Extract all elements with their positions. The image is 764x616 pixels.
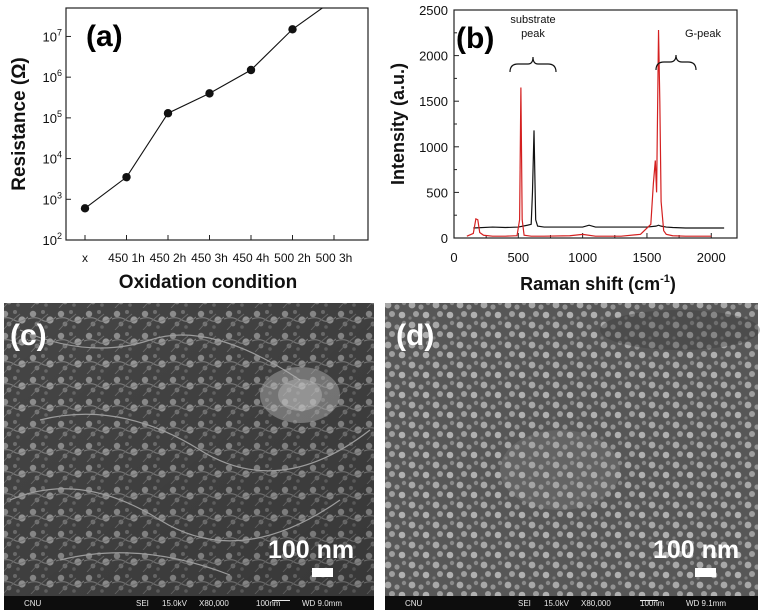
data-point-a — [122, 172, 131, 182]
y-axis-label-b: Intensity (a.u.) — [388, 63, 408, 185]
x-tick-label-a: 500 3h — [316, 251, 353, 265]
x-axis-label-b: Raman shift (cm-1) — [520, 273, 676, 294]
sem-org-d: CNU — [405, 599, 423, 608]
sem-mode-d: SEI — [518, 599, 531, 608]
y-tick-label-b: 0 — [441, 231, 448, 246]
sem-info-bar-d — [385, 596, 758, 610]
y-tick-label-b: 1500 — [419, 94, 448, 109]
x-axis-label-a: Oxidation condition — [119, 272, 297, 293]
y-axis-ticks-a: 102 103 104 105 106 107 — [43, 27, 71, 248]
data-point-a — [246, 65, 256, 75]
sem-mode-c: SEI — [136, 599, 149, 608]
sem-bar-label-d: 100nm — [640, 599, 665, 608]
sem-kv-d: 15.0kV — [544, 599, 570, 608]
data-point-a — [163, 109, 173, 118]
g-peak-label: G-peak — [685, 28, 722, 40]
y-tick-label-b: 500 — [426, 185, 448, 200]
series-a — [80, 8, 324, 213]
y-tick-label-a: 104 — [43, 150, 62, 167]
panel-c: CNU SEI 15.0kV X80,000 100nm WD 9.0mm (c… — [4, 303, 374, 610]
x-tick-label-a: 450 4h — [233, 251, 270, 265]
y-axis-label-a: Resistance (Ω) — [9, 57, 30, 191]
y-tick-label-a: 105 — [43, 109, 62, 126]
x-axis-ticks-a: x 450 1h 450 2h 450 3h 450 4h 500 2h 500 3h — [82, 235, 352, 265]
g-peak-brace — [655, 54, 697, 71]
y-tick-label-b: 1000 — [419, 140, 448, 155]
substrate-peak-annotation: substrate peak — [509, 14, 557, 73]
x-axis-label-b-sup: -1 — [660, 273, 670, 285]
y-tick-label-b: 2500 — [419, 3, 448, 18]
panel-tag-d: (d) — [396, 319, 434, 352]
panel-tag-b: (b) — [456, 22, 494, 55]
spectrum-line-2 — [466, 30, 712, 237]
sem-wd-c: WD 9.0mm — [302, 599, 342, 608]
plot-frame-b — [453, 9, 738, 239]
panel-a: (a) 102 103 104 105 106 107 x 450 1h 450 2h 450 … — [9, 7, 369, 293]
x-tick-label-a: 500 2h — [274, 251, 311, 265]
sem-kv-c: 15.0kV — [162, 599, 188, 608]
sem-org-c: CNU — [24, 599, 42, 608]
x-tick-label-a: x — [82, 251, 88, 265]
panel-tag-c: (c) — [10, 319, 47, 352]
x-tick-label-b: 0 — [450, 250, 457, 265]
sem-mag-c: X80,000 — [199, 599, 229, 608]
sem-mag-d: X80,000 — [581, 599, 611, 608]
sem-bar-marker-c — [272, 600, 290, 601]
substrate-annotation-line2: peak — [521, 28, 545, 40]
x-tick-label-b: 2000 — [697, 250, 726, 265]
scalebar-c — [312, 568, 333, 577]
data-point-a — [205, 89, 214, 98]
sem-image-d — [385, 303, 760, 596]
plot-frame-a — [65, 7, 369, 241]
g-peak-annotation: G-peak — [655, 28, 722, 71]
substrate-annotation-line1: substrate — [510, 14, 555, 26]
spectrum-line-1 — [473, 130, 725, 229]
x-tick-label-b: 1000 — [568, 250, 597, 265]
scalebar-label-d: 100 nm — [653, 536, 739, 564]
x-tick-label-a: 450 1h — [108, 251, 145, 265]
x-tick-label-b: 500 — [507, 250, 529, 265]
x-tick-label-a: 450 2h — [150, 251, 187, 265]
x-axis-label-b-end: ) — [670, 274, 676, 294]
y-tick-label-b: 2000 — [419, 49, 448, 64]
y-tick-label-a: 107 — [43, 27, 62, 44]
y-tick-label-a: 103 — [43, 190, 62, 207]
x-tick-label-b: 1500 — [632, 250, 661, 265]
y-tick-label-a: 106 — [43, 68, 62, 85]
substrate-brace — [509, 56, 557, 73]
panel-b: (b) 0 500 1000 1500 2000 2500 0 500 1000 1500 200… — [388, 3, 738, 294]
sem-wd-d: WD 9.1mm — [686, 599, 726, 608]
y-tick-label-a: 102 — [43, 231, 62, 248]
x-tick-label-a: 450 3h — [191, 251, 228, 265]
x-axis-ticks-b: 0 500 1000 1500 2000 — [450, 233, 726, 265]
panel-d: CNU SEI 15.0kV X80,000 100nm WD 9.1mm (d… — [385, 303, 760, 610]
data-point-a — [288, 25, 297, 34]
data-point-a — [80, 204, 90, 213]
sem-info-bar-c — [4, 596, 374, 610]
series-b — [466, 30, 725, 237]
sem-image-c — [4, 303, 374, 596]
x-axis-label-b-main: Raman shift (cm — [520, 274, 660, 294]
sem-bar-marker-d — [640, 600, 658, 601]
panel-tag-a: (a) — [86, 20, 123, 53]
scalebar-label-c: 100 nm — [268, 536, 354, 564]
y-axis-ticks-b: 0 500 1000 1500 2000 2500 — [419, 3, 459, 246]
scalebar-d — [695, 568, 716, 577]
sem-bar-label-c: 100nm — [256, 599, 281, 608]
